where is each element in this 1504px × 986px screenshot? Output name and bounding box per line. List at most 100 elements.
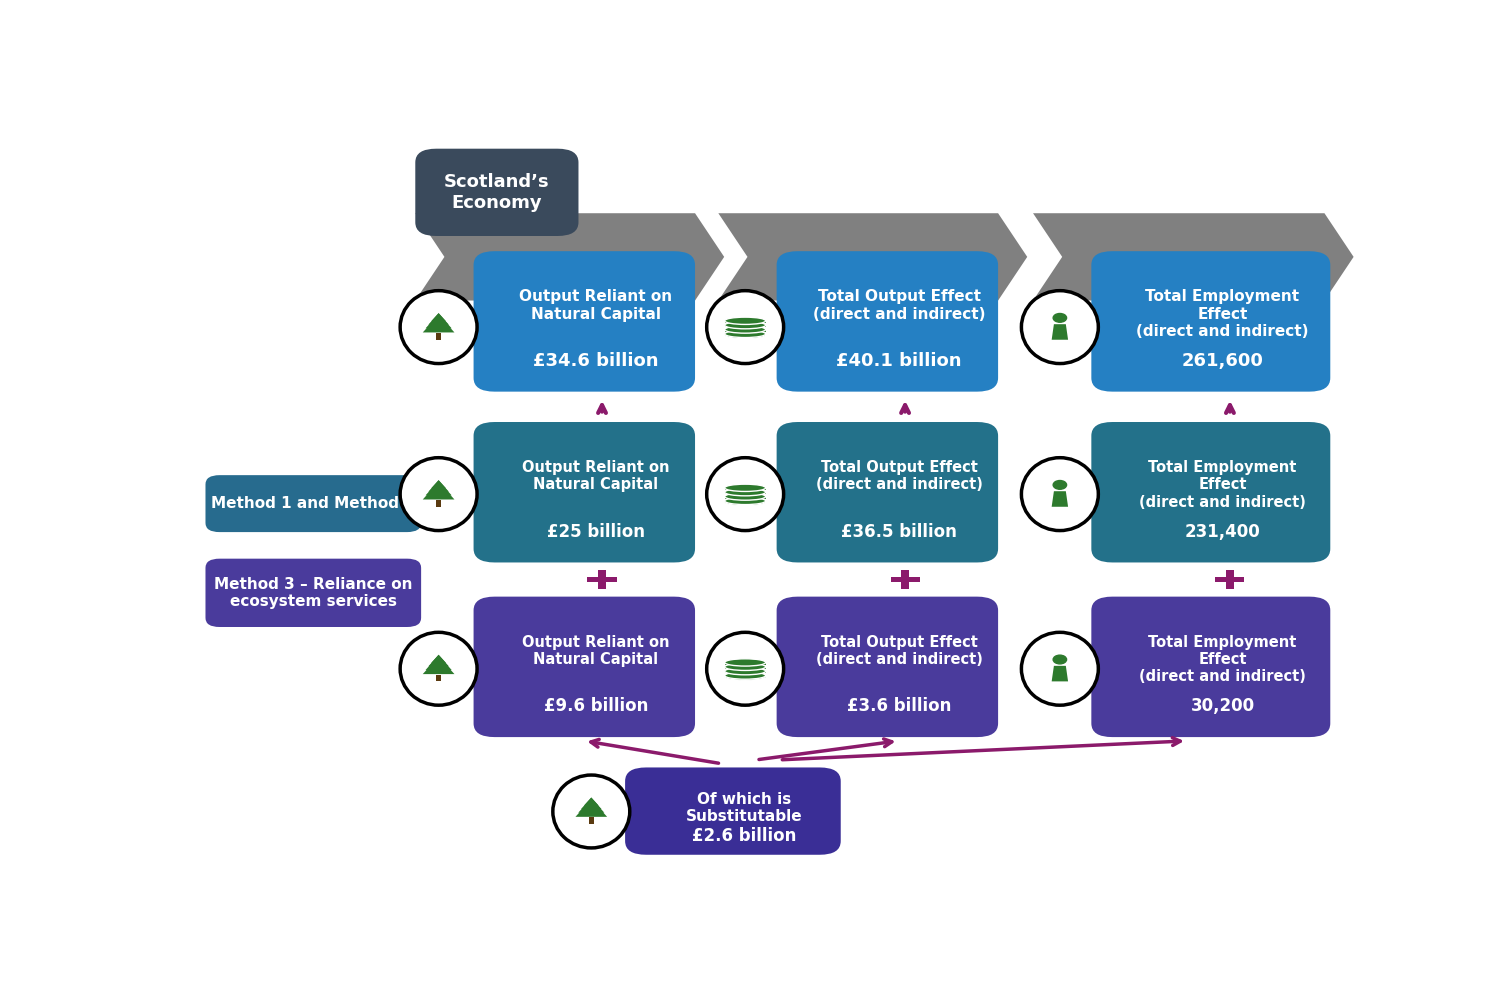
FancyBboxPatch shape	[599, 570, 606, 589]
Polygon shape	[432, 655, 447, 663]
FancyBboxPatch shape	[474, 422, 695, 562]
Ellipse shape	[725, 671, 766, 679]
Text: £25 billion: £25 billion	[547, 523, 645, 540]
Ellipse shape	[400, 632, 477, 705]
Ellipse shape	[725, 330, 766, 337]
FancyBboxPatch shape	[776, 251, 999, 391]
Text: Total Output Effect
(direct and indirect): Total Output Effect (direct and indirect…	[812, 289, 985, 321]
FancyBboxPatch shape	[1092, 251, 1330, 391]
FancyBboxPatch shape	[436, 333, 441, 340]
FancyBboxPatch shape	[776, 422, 999, 562]
Ellipse shape	[725, 498, 766, 506]
Text: Method 1 and Method 2: Method 1 and Method 2	[211, 496, 415, 511]
Ellipse shape	[725, 326, 766, 333]
FancyBboxPatch shape	[1092, 597, 1330, 738]
Text: £34.6 billion: £34.6 billion	[534, 352, 659, 370]
Polygon shape	[429, 655, 448, 667]
Ellipse shape	[725, 331, 766, 338]
FancyBboxPatch shape	[436, 674, 441, 681]
Ellipse shape	[725, 484, 766, 491]
Polygon shape	[423, 482, 454, 500]
Polygon shape	[415, 213, 725, 301]
Text: Scotland’s
Economy: Scotland’s Economy	[444, 173, 549, 212]
Ellipse shape	[400, 291, 477, 364]
Polygon shape	[423, 315, 454, 332]
Ellipse shape	[725, 673, 766, 680]
FancyBboxPatch shape	[206, 475, 421, 532]
Ellipse shape	[707, 291, 784, 364]
Ellipse shape	[1021, 458, 1098, 530]
Polygon shape	[429, 480, 448, 492]
FancyBboxPatch shape	[415, 149, 579, 236]
Polygon shape	[1051, 324, 1068, 340]
Ellipse shape	[725, 493, 766, 500]
Text: £36.5 billion: £36.5 billion	[841, 523, 957, 540]
FancyBboxPatch shape	[776, 597, 999, 738]
Polygon shape	[584, 798, 599, 806]
Circle shape	[1053, 655, 1066, 664]
Polygon shape	[426, 314, 451, 328]
FancyBboxPatch shape	[725, 334, 766, 336]
FancyBboxPatch shape	[474, 597, 695, 738]
FancyBboxPatch shape	[725, 663, 766, 665]
FancyBboxPatch shape	[901, 570, 908, 589]
Text: Output Reliant on
Natural Capital: Output Reliant on Natural Capital	[519, 289, 672, 321]
Ellipse shape	[707, 632, 784, 705]
FancyBboxPatch shape	[588, 817, 594, 824]
Ellipse shape	[725, 668, 766, 674]
Polygon shape	[429, 314, 448, 324]
Polygon shape	[578, 799, 605, 812]
Ellipse shape	[400, 458, 477, 530]
Text: 231,400: 231,400	[1185, 523, 1260, 540]
FancyBboxPatch shape	[725, 488, 766, 490]
Ellipse shape	[707, 458, 784, 530]
Ellipse shape	[725, 659, 766, 667]
Circle shape	[1053, 314, 1066, 322]
Text: Total Employment
Effect
(direct and indirect): Total Employment Effect (direct and indi…	[1139, 459, 1305, 510]
Text: 30,200: 30,200	[1190, 697, 1254, 715]
Polygon shape	[1033, 213, 1354, 301]
Circle shape	[1053, 480, 1066, 489]
FancyBboxPatch shape	[588, 577, 617, 582]
Polygon shape	[426, 656, 451, 669]
FancyBboxPatch shape	[1092, 422, 1330, 562]
FancyBboxPatch shape	[474, 251, 695, 391]
FancyBboxPatch shape	[1215, 577, 1244, 582]
Polygon shape	[423, 657, 454, 674]
Text: £3.6 billion: £3.6 billion	[847, 697, 951, 715]
Polygon shape	[1051, 491, 1068, 507]
Text: Total Output Effect
(direct and indirect): Total Output Effect (direct and indirect…	[815, 459, 982, 492]
Text: Of which is
Substitutable: Of which is Substitutable	[686, 792, 803, 824]
Polygon shape	[432, 480, 447, 488]
Text: £40.1 billion: £40.1 billion	[836, 352, 961, 370]
Ellipse shape	[553, 775, 630, 848]
Polygon shape	[719, 213, 1027, 301]
Ellipse shape	[1021, 632, 1098, 705]
Polygon shape	[1051, 666, 1068, 681]
FancyBboxPatch shape	[725, 675, 766, 677]
FancyBboxPatch shape	[725, 497, 766, 499]
FancyBboxPatch shape	[725, 501, 766, 503]
Ellipse shape	[725, 497, 766, 505]
Ellipse shape	[725, 321, 766, 328]
Ellipse shape	[725, 664, 766, 670]
FancyBboxPatch shape	[436, 500, 441, 507]
Text: 261,600: 261,600	[1182, 352, 1263, 370]
Text: £9.6 billion: £9.6 billion	[544, 697, 648, 715]
FancyBboxPatch shape	[725, 329, 766, 331]
Ellipse shape	[725, 488, 766, 496]
Polygon shape	[426, 481, 451, 495]
Ellipse shape	[725, 317, 766, 324]
Text: Total Output Effect
(direct and indirect): Total Output Effect (direct and indirect…	[815, 635, 982, 667]
FancyBboxPatch shape	[725, 671, 766, 673]
Polygon shape	[432, 313, 447, 321]
Text: Method 3 – Reliance on
ecosystem services: Method 3 – Reliance on ecosystem service…	[214, 577, 412, 609]
Text: £2.6 billion: £2.6 billion	[692, 826, 797, 845]
Text: Total Employment
Effect
(direct and indirect): Total Employment Effect (direct and indi…	[1136, 289, 1308, 339]
FancyBboxPatch shape	[626, 767, 841, 855]
Text: Total Employment
Effect
(direct and indirect): Total Employment Effect (direct and indi…	[1139, 635, 1305, 684]
Polygon shape	[576, 800, 608, 816]
Text: Output Reliant on
Natural Capital: Output Reliant on Natural Capital	[522, 635, 669, 667]
FancyBboxPatch shape	[206, 559, 421, 627]
Ellipse shape	[1021, 291, 1098, 364]
